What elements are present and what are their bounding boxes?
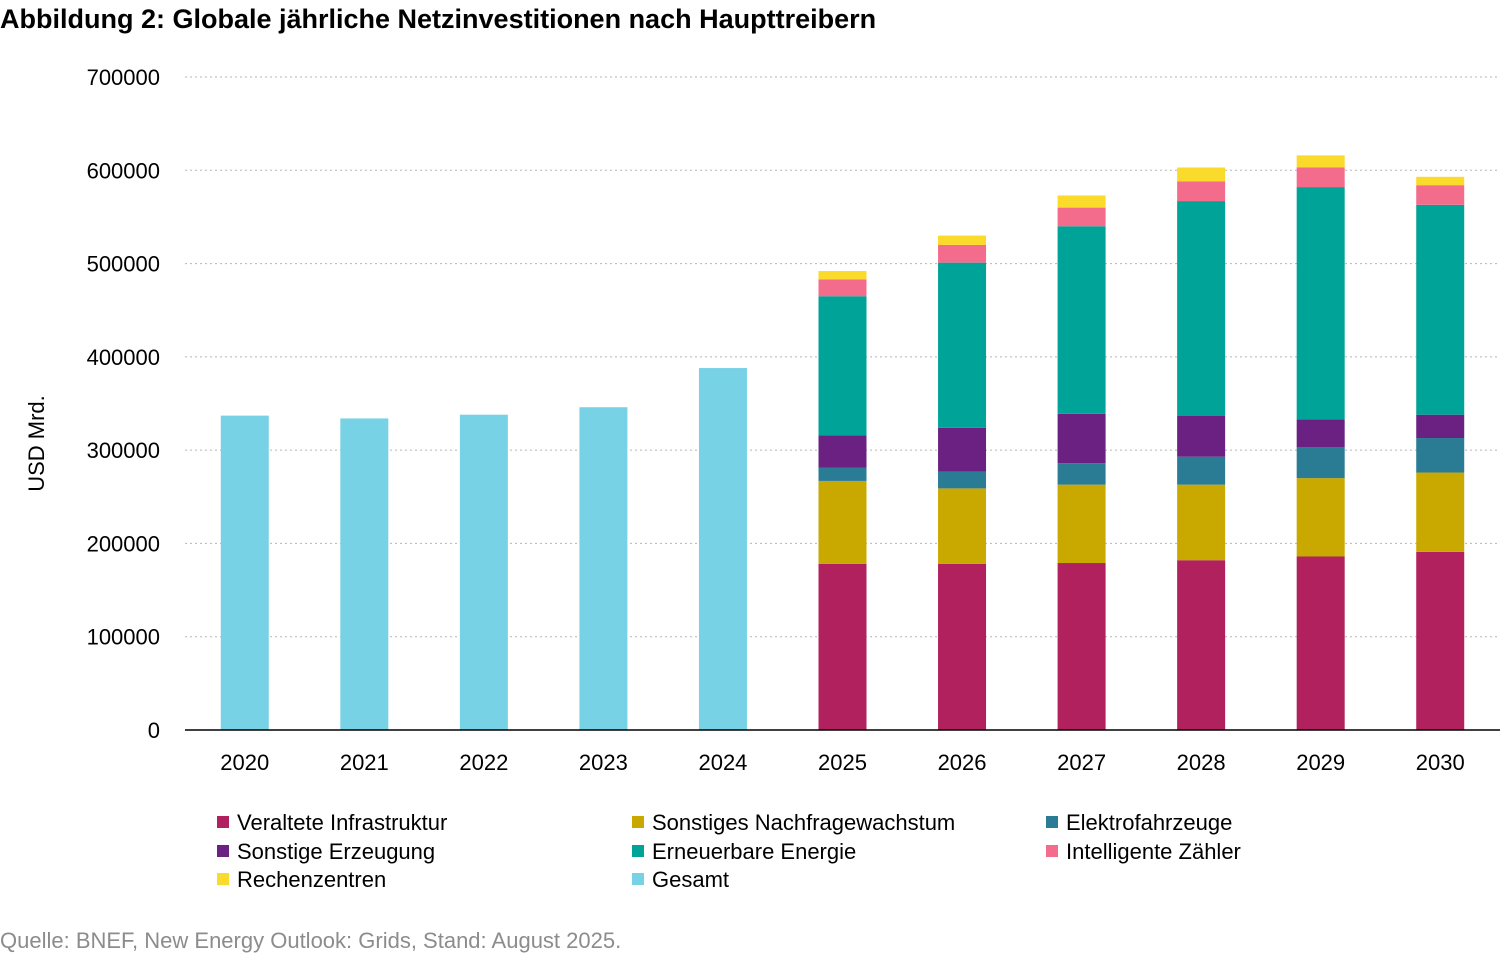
bar-segment — [818, 296, 867, 436]
bar-segment — [1296, 478, 1345, 557]
chart-title: Abbildung 2: Globale jährliche Netzinves… — [0, 4, 877, 34]
x-tick-label: 2027 — [1057, 750, 1106, 775]
bar-segment — [1416, 176, 1465, 186]
bar-segment — [1177, 415, 1226, 457]
legend-swatch — [1046, 845, 1058, 857]
bars — [220, 155, 1465, 730]
legend-swatch — [632, 873, 644, 885]
bar-segment — [1416, 414, 1465, 439]
bar-segment — [1177, 456, 1226, 485]
bar-segment — [938, 563, 987, 730]
bar-segment — [938, 471, 987, 489]
axes: 0 100000 200000 300000 400000 500000 600000 700… — [24, 65, 1500, 775]
bar-segment — [1296, 419, 1345, 448]
legend-swatch — [217, 873, 229, 885]
x-tick-label: 2024 — [698, 750, 747, 775]
bar-segment — [1296, 155, 1345, 168]
bar-segment — [1296, 167, 1345, 188]
legend-swatch — [217, 816, 229, 828]
bar-segment — [1177, 167, 1226, 182]
bar-segment — [1296, 187, 1345, 420]
legend-label: Elektrofahrzeuge — [1066, 810, 1232, 835]
source-note: Quelle: BNEF, New Energy Outlook: Grids,… — [0, 928, 622, 953]
legend-label: Sonstige Erzeugung — [237, 839, 435, 864]
bar-segment — [1057, 195, 1106, 208]
bar-segment — [698, 368, 747, 730]
x-tick-label: 2028 — [1177, 750, 1226, 775]
x-tick-label: 2029 — [1296, 750, 1345, 775]
bar-segment — [818, 563, 867, 730]
x-tick-label: 2023 — [579, 750, 628, 775]
y-tick-label: 500000 — [87, 252, 160, 277]
legend-label: Sonstiges Nachfragewachstum — [652, 810, 955, 835]
bar-segment — [938, 488, 987, 564]
bar-segment — [1057, 207, 1106, 227]
bar-segment — [459, 414, 508, 730]
gridlines — [185, 76, 1500, 638]
legend-label: Veraltete Infrastruktur — [237, 810, 447, 835]
bar-segment — [938, 235, 987, 245]
y-tick-label: 700000 — [87, 65, 160, 90]
legend-swatch — [632, 845, 644, 857]
x-tick-label: 2030 — [1416, 750, 1465, 775]
bar-segment — [938, 427, 987, 472]
bar-segment — [1177, 560, 1226, 730]
bar-segment — [220, 415, 269, 730]
bar-segment — [818, 279, 867, 297]
bar-segment — [818, 480, 867, 564]
bar-segment — [1296, 447, 1345, 479]
y-tick-label: 100000 — [87, 625, 160, 650]
bar-segment — [938, 262, 987, 428]
y-tick-label: 0 — [148, 718, 160, 743]
bar-segment — [1416, 204, 1465, 415]
legend-swatch — [632, 816, 644, 828]
bar-segment — [579, 407, 628, 730]
bar-segment — [1057, 484, 1106, 564]
bar-segment — [1057, 226, 1106, 414]
y-axis-label: USD Mrd. — [24, 395, 49, 492]
bar-segment — [938, 244, 987, 263]
legend-label: Rechenzentren — [237, 867, 386, 892]
y-tick-label: 200000 — [87, 531, 160, 556]
x-tick-label: 2025 — [818, 750, 867, 775]
bar-segment — [1057, 413, 1106, 464]
bar-segment — [1177, 181, 1226, 202]
y-tick-label: 600000 — [87, 158, 160, 183]
x-tick-label: 2020 — [220, 750, 269, 775]
y-tick-label: 300000 — [87, 438, 160, 463]
bar-segment — [1416, 185, 1465, 205]
bar-segment — [818, 271, 867, 280]
bar-segment — [1416, 438, 1465, 473]
legend-swatch — [217, 845, 229, 857]
bar-segment — [340, 418, 389, 730]
bar-segment — [1177, 201, 1226, 416]
x-tick-label: 2022 — [459, 750, 508, 775]
y-tick-label: 400000 — [87, 345, 160, 370]
bar-segment — [1416, 472, 1465, 552]
legend-swatch — [1046, 816, 1058, 828]
bar-segment — [1416, 551, 1465, 730]
bar-segment — [1296, 556, 1345, 730]
legend: Veraltete Infrastruktur Sonstiges Nachfra… — [217, 810, 1241, 892]
legend-label: Intelligente Zähler — [1066, 839, 1241, 864]
legend-label: Erneuerbare Energie — [652, 839, 856, 864]
bar-segment — [1057, 463, 1106, 485]
x-tick-label: 2021 — [340, 750, 389, 775]
bar-segment — [818, 467, 867, 481]
bar-segment — [818, 435, 867, 468]
bar-segment — [1057, 563, 1106, 730]
x-tick-label: 2026 — [938, 750, 987, 775]
bar-segment — [1177, 484, 1226, 561]
legend-label: Gesamt — [652, 867, 729, 892]
